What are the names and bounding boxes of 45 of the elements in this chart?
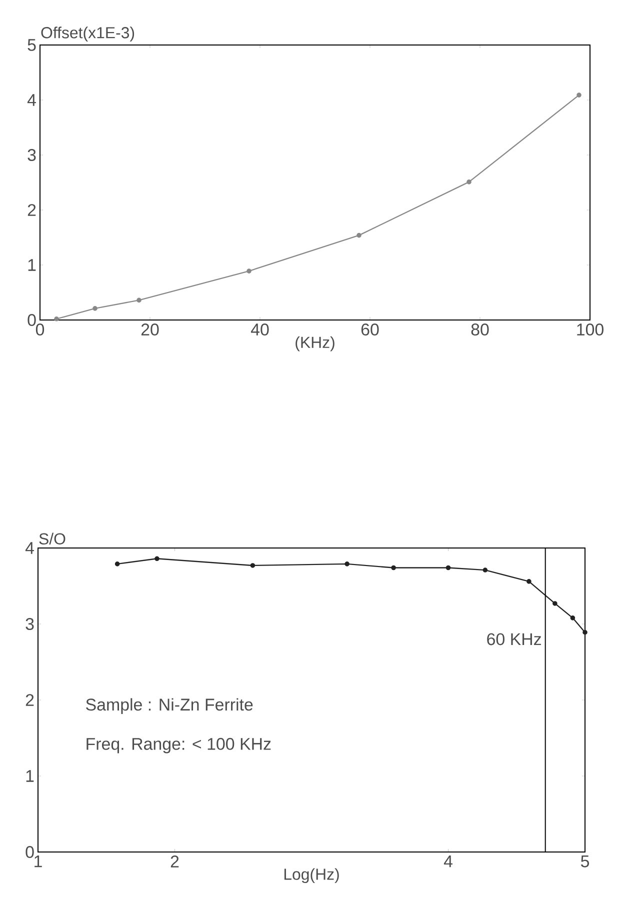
point <box>250 563 256 568</box>
point <box>482 568 488 572</box>
point <box>526 579 532 584</box>
ref-line-label: 60 KHz <box>487 633 541 646</box>
point <box>356 232 362 238</box>
annotation: Sample : Ni-Zn Ferrite <box>86 698 253 714</box>
point <box>54 316 59 322</box>
y-tick-label: 5 <box>28 39 36 51</box>
point <box>92 306 98 311</box>
x-tick-label: 20 <box>141 324 159 336</box>
point <box>154 556 160 562</box>
x-tick-label: 60 <box>361 324 379 336</box>
y-tick-label: 2 <box>28 204 36 216</box>
point <box>576 92 582 98</box>
y-tick-label: 4 <box>27 94 36 106</box>
point <box>446 565 451 570</box>
y-tick-label: 1 <box>28 259 36 271</box>
x-tick-label: 80 <box>471 324 489 336</box>
y-tick-label: 0 <box>28 314 36 326</box>
point <box>552 601 558 606</box>
y-tick-label: 2 <box>26 694 34 706</box>
y-axis-title: S/O <box>39 532 66 544</box>
point <box>466 180 472 184</box>
y-tick-label: 1 <box>26 770 34 782</box>
y-tick-label: 0 <box>26 846 34 858</box>
x-axis-title: (KHz) <box>296 336 334 352</box>
x-tick-label: 40 <box>250 324 269 336</box>
point <box>344 562 350 566</box>
annotation: Freq. Range: < 100 KHz <box>86 738 271 754</box>
y-tick-label: 4 <box>25 542 34 554</box>
x-axis-title: Log(Hz) <box>284 868 339 884</box>
x-tick-label: 2 <box>170 856 179 868</box>
point <box>570 616 576 620</box>
x-tick-label: 5 <box>580 856 589 868</box>
point <box>246 268 252 274</box>
y-tick-label: 3 <box>26 618 34 630</box>
point <box>114 562 120 566</box>
point <box>582 630 588 635</box>
point <box>391 565 396 570</box>
y-axis-title: Offset(x1E-3) <box>41 26 134 42</box>
x-tick-label: 4 <box>444 856 452 868</box>
x-tick-label: 100 <box>577 324 604 336</box>
x-tick-label: 0 <box>36 324 44 336</box>
y-tick-label: 3 <box>28 149 36 161</box>
point <box>136 298 142 303</box>
